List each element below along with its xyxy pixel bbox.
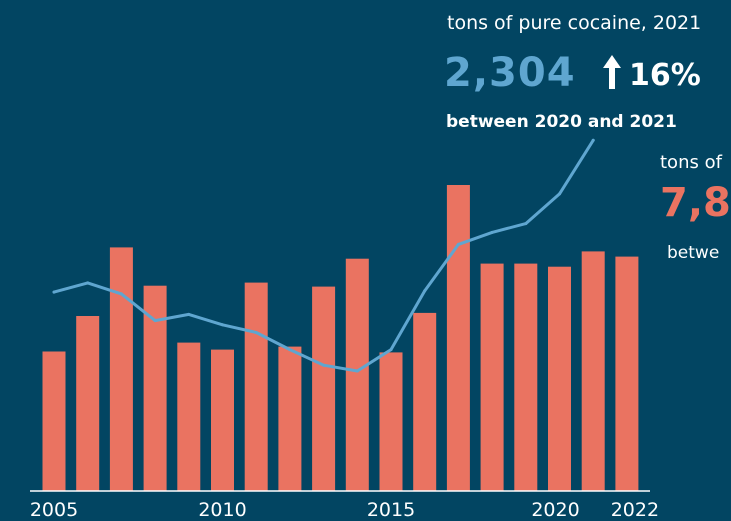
line-point-2008: [153, 319, 157, 323]
line-point-2010: [221, 323, 224, 327]
cocaine-period: between 2020 and 2021: [446, 112, 677, 132]
bar-2016: [413, 312, 437, 491]
line-point-2019: [524, 222, 528, 226]
line-point-2020: [558, 192, 561, 196]
line-point-2015: [389, 348, 393, 352]
up-arrow-icon: [603, 55, 621, 89]
line-point-2017: [456, 242, 460, 246]
bar-2017: [446, 185, 470, 491]
x-tick-2020: 2020: [531, 499, 579, 521]
bar-2020: [548, 266, 571, 491]
bar-2011: [244, 282, 268, 491]
bar-2007: [109, 247, 133, 491]
line-point-2007: [119, 292, 123, 296]
bar-2015: [379, 352, 403, 491]
line-point-2012: [288, 348, 292, 352]
line-point-2021: [591, 138, 595, 142]
line-point-2005: [52, 290, 56, 294]
cocaine-value: 2,304: [444, 50, 576, 96]
bar-2008: [143, 285, 167, 491]
area-caption: tons of: [660, 152, 722, 173]
bar-2013: [312, 286, 336, 491]
line-point-2013: [322, 363, 326, 367]
line-point-2011: [254, 331, 258, 334]
x-tick-labels: 2005 2010 2015 2020 2022: [30, 499, 659, 521]
x-tick-2015: 2015: [367, 499, 415, 521]
cocaine-caption: tons of pure cocaine, 2021: [447, 12, 702, 34]
bar-2021: [581, 251, 605, 491]
line-point-2016: [423, 289, 427, 293]
bar-2005: [42, 351, 66, 491]
line-point-2014: [355, 369, 359, 373]
x-tick-2022: 2022: [611, 499, 659, 521]
bar-2019: [514, 263, 538, 491]
bar-2014: [345, 258, 369, 491]
line-group: [52, 138, 595, 373]
area-value: 7,8: [660, 180, 731, 226]
bar-2010: [211, 349, 234, 491]
bar-2012: [278, 346, 302, 491]
line-point-2018: [490, 230, 494, 234]
x-tick-2010: 2010: [198, 499, 246, 521]
area-period: betwe: [667, 243, 720, 263]
bar-2022: [615, 256, 639, 491]
bars-group: [42, 185, 639, 491]
line-point-2006: [86, 281, 90, 285]
bar-2006: [76, 316, 100, 491]
bar-2018: [480, 263, 504, 491]
cocaine-change-percent: 16%: [629, 58, 701, 93]
x-tick-2005: 2005: [30, 499, 78, 521]
line-point-2009: [187, 312, 191, 316]
bar-2009: [177, 342, 201, 491]
